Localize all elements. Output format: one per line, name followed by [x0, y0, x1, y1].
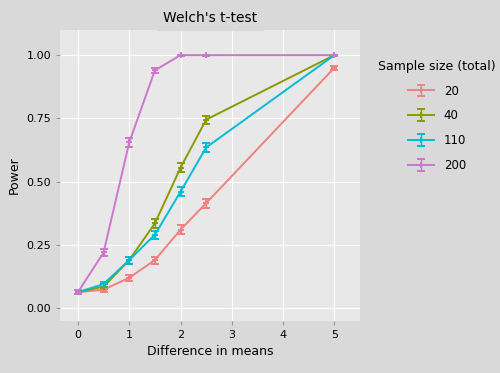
Legend: 20, 40, 110, 200: 20, 40, 110, 200 [369, 50, 500, 181]
Title: Welch's t-test: Welch's t-test [163, 10, 257, 25]
Y-axis label: Power: Power [8, 156, 20, 194]
X-axis label: Difference in means: Difference in means [147, 345, 273, 358]
